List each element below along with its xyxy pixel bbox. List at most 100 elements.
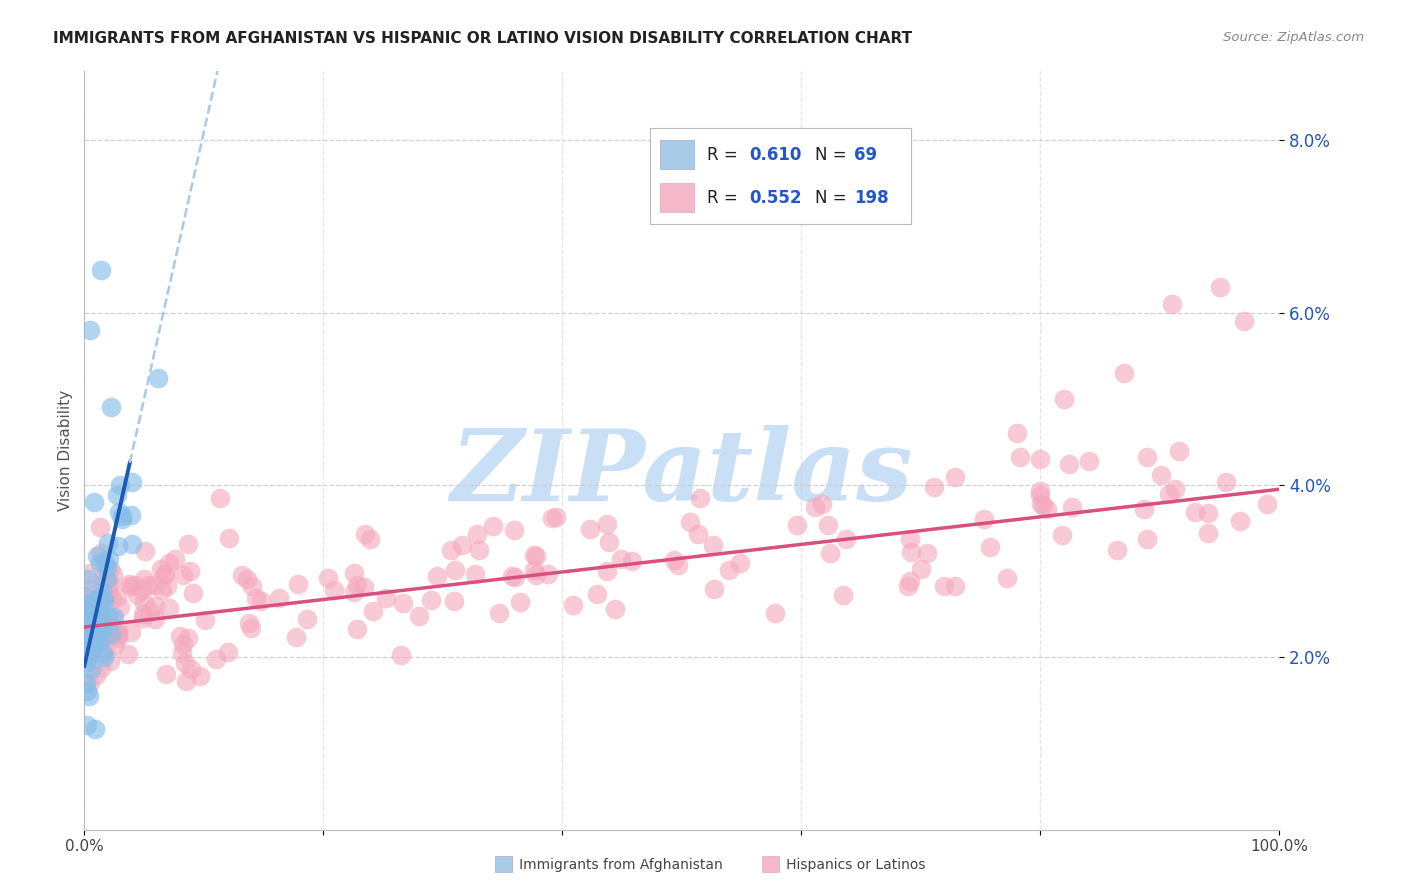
Point <box>524 567 547 582</box>
Point <box>995 571 1018 585</box>
Point <box>75 590 97 604</box>
Text: R =: R = <box>707 145 744 163</box>
Point <box>108 505 131 519</box>
Point <box>541 511 564 525</box>
Point <box>900 533 922 547</box>
Point <box>91 623 114 637</box>
Text: N =: N = <box>814 189 852 207</box>
Point <box>101 591 124 606</box>
Point <box>76 610 98 624</box>
Point <box>1209 279 1232 293</box>
Point <box>346 577 368 591</box>
Point <box>1233 314 1256 328</box>
Point <box>389 648 412 662</box>
Point <box>523 562 546 576</box>
Point <box>76 643 98 657</box>
Point <box>1136 450 1159 464</box>
Point <box>79 582 101 596</box>
Point <box>287 577 309 591</box>
Point <box>1053 392 1076 406</box>
Point <box>76 683 98 698</box>
Point <box>139 604 162 618</box>
Point <box>578 522 600 536</box>
Point <box>1164 482 1187 496</box>
Point <box>523 548 546 562</box>
Point <box>932 579 955 593</box>
Text: 69: 69 <box>853 145 877 163</box>
Point <box>83 495 105 509</box>
Point <box>503 524 526 538</box>
Point <box>426 569 449 583</box>
Point <box>1229 514 1251 528</box>
Point <box>361 604 384 618</box>
Point <box>132 611 155 625</box>
Point <box>501 569 523 583</box>
Point <box>561 598 583 612</box>
Point <box>172 637 194 651</box>
Point <box>93 642 115 657</box>
Point <box>105 590 128 604</box>
Point <box>107 624 129 638</box>
Point <box>91 584 114 599</box>
Point <box>973 512 995 526</box>
Point <box>110 478 132 492</box>
Point <box>284 630 307 644</box>
Point <box>76 718 98 732</box>
Text: N =: N = <box>814 145 852 163</box>
Text: 0.552: 0.552 <box>749 189 801 207</box>
Point <box>107 631 129 645</box>
Point <box>598 534 620 549</box>
Point <box>1031 497 1053 511</box>
Point <box>79 600 101 615</box>
Point <box>103 610 125 624</box>
Point <box>134 544 156 558</box>
Point <box>76 617 98 632</box>
Point <box>450 538 472 552</box>
Point <box>111 509 134 524</box>
Point <box>98 562 121 576</box>
Point <box>250 594 273 608</box>
Point <box>1168 443 1191 458</box>
Point <box>231 568 253 582</box>
Point <box>117 647 139 661</box>
Point <box>86 615 108 629</box>
Point <box>79 648 101 662</box>
Point <box>1005 426 1028 441</box>
Point <box>537 567 560 582</box>
Text: Immigrants from Afghanistan: Immigrants from Afghanistan <box>506 858 723 872</box>
Point <box>176 631 198 645</box>
Point <box>1036 502 1059 516</box>
Point <box>163 551 186 566</box>
Point <box>107 539 129 553</box>
Point <box>343 585 366 599</box>
Point <box>90 546 112 560</box>
Point <box>544 510 567 524</box>
Point <box>89 607 111 621</box>
Point <box>188 669 211 683</box>
Point <box>84 621 107 635</box>
Point <box>75 675 97 690</box>
Bar <box>661 184 695 212</box>
Point <box>408 608 430 623</box>
Point <box>717 563 740 577</box>
Point <box>169 629 191 643</box>
Point <box>621 554 644 568</box>
Point <box>84 722 107 736</box>
Text: Source: ZipAtlas.com: Source: ZipAtlas.com <box>1223 31 1364 45</box>
Point <box>77 572 100 586</box>
Point <box>79 689 101 703</box>
Point <box>143 599 166 614</box>
Point <box>83 635 105 649</box>
Point <box>703 582 725 596</box>
Point <box>86 629 108 643</box>
Point <box>686 526 709 541</box>
Point <box>89 633 111 648</box>
Point <box>666 558 689 572</box>
Point <box>79 323 101 337</box>
Point <box>150 583 173 598</box>
Point <box>444 563 467 577</box>
Point <box>97 608 120 623</box>
Point <box>1029 484 1052 499</box>
Point <box>82 595 104 609</box>
Point <box>679 515 702 529</box>
